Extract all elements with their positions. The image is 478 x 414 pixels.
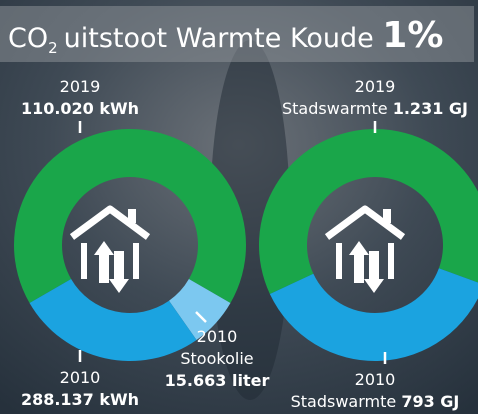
title-subscript: 2 <box>48 39 58 57</box>
amount: 288.137 kWh <box>21 390 139 409</box>
amount: 110.020 kWh <box>21 99 139 118</box>
title-middle: uitstoot <box>64 23 167 54</box>
label: Stookolie <box>180 349 253 368</box>
amount: 1.231 GJ <box>393 99 468 118</box>
year: 2010 <box>355 370 396 389</box>
label-amount: Stadswarmte 1.231 GJ <box>282 99 468 118</box>
label: Stadswarmte <box>282 99 388 118</box>
title-emphasis: Warmte Koude <box>176 23 374 54</box>
label-amount: Stadswarmte 793 GJ <box>291 392 460 411</box>
label: Stadswarmte <box>291 392 397 411</box>
year: 2010 <box>60 368 101 387</box>
year: 2019 <box>60 77 101 96</box>
title-prefix: CO <box>8 23 48 54</box>
infographic: CO2 uitstoot Warmte Koude 1% 2019 110.020… <box>0 0 478 414</box>
year: 2019 <box>355 77 396 96</box>
amount: 793 GJ <box>401 392 459 411</box>
amount: 15.663 liter <box>165 371 270 390</box>
year: 2010 <box>197 327 238 346</box>
title-value: 1% <box>382 15 443 56</box>
